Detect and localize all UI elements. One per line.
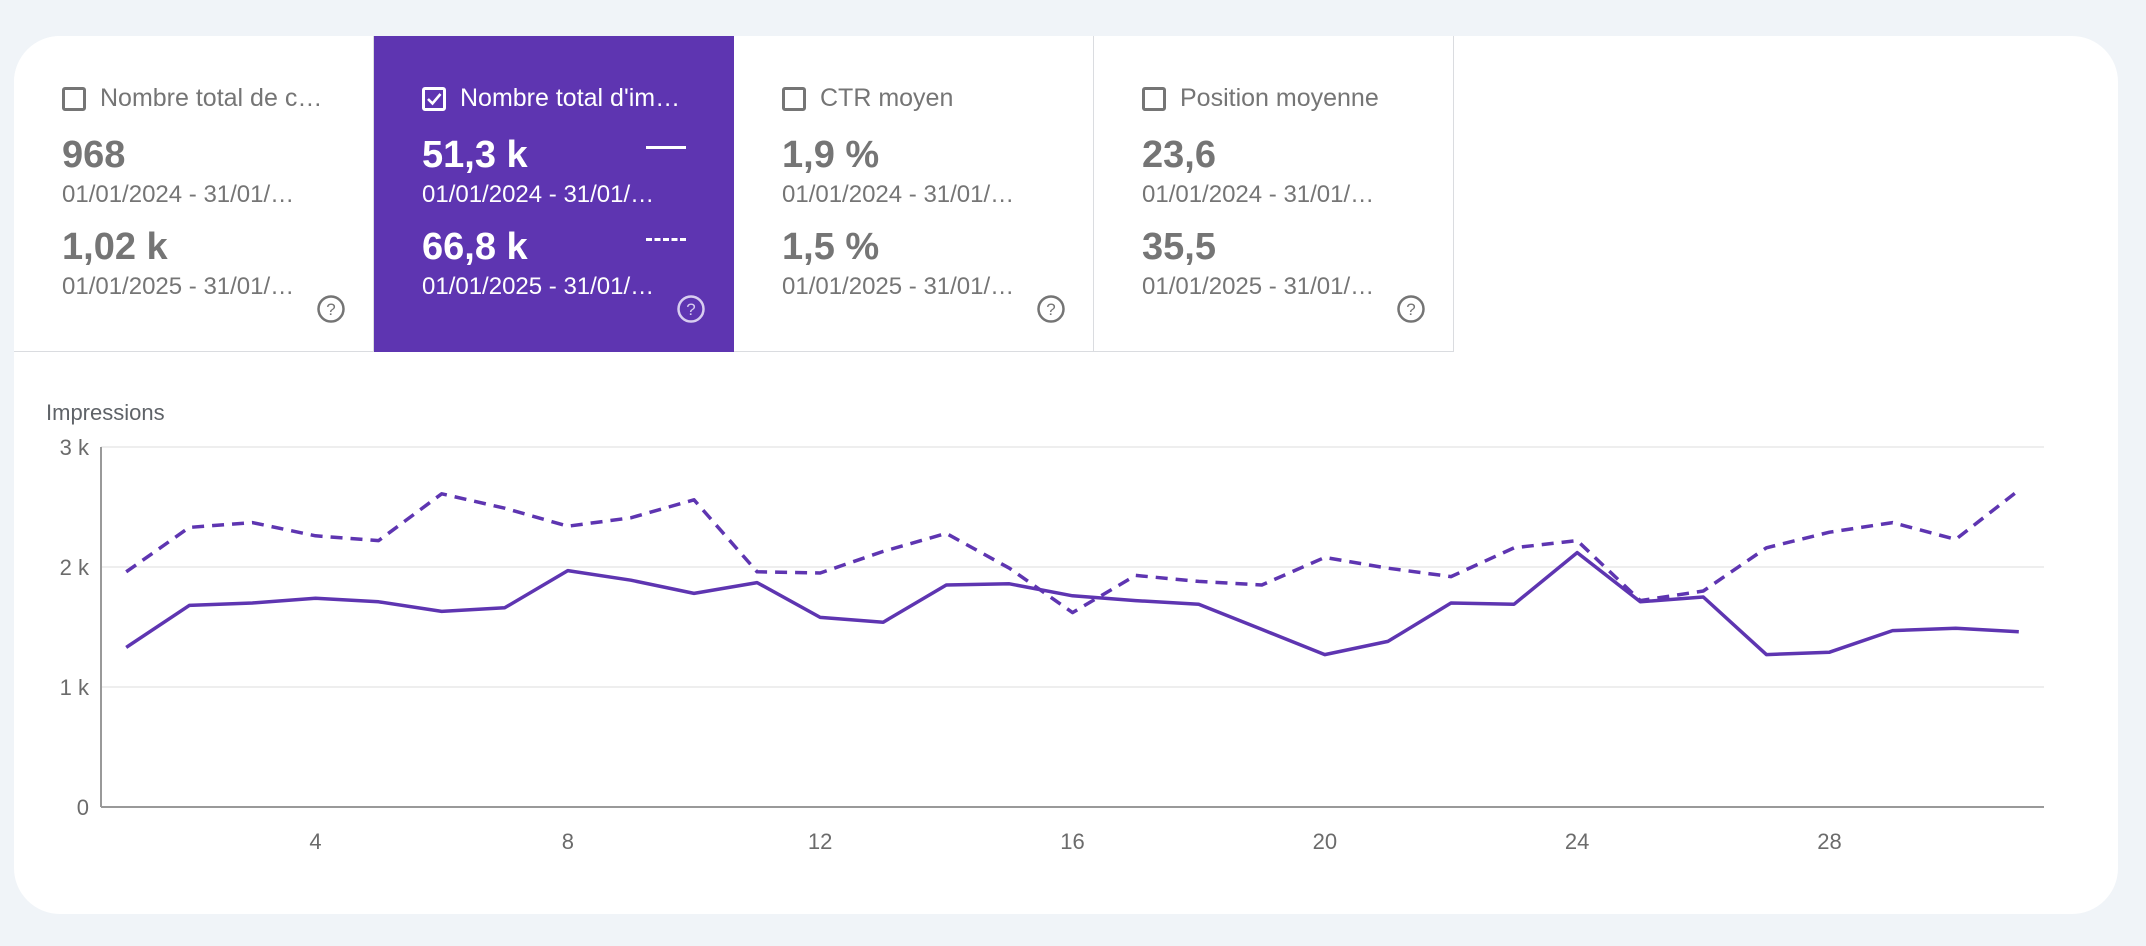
impressions-checkbox[interactable] xyxy=(422,86,446,111)
x-tick-label: 24 xyxy=(1565,829,1589,854)
svg-text:?: ? xyxy=(686,300,695,319)
x-tick-label: 12 xyxy=(808,829,832,854)
series-line-2025 xyxy=(125,488,2020,615)
metric-tile-clicks[interactable]: Nombre total de c… 968 01/01/2024 - 31/0… xyxy=(14,36,374,352)
svg-text:?: ? xyxy=(326,300,335,319)
metric-value-2024: 23,6 xyxy=(1142,134,1216,176)
x-tick-label: 20 xyxy=(1313,829,1337,854)
metric-value-2025: 1,5 % xyxy=(782,226,880,268)
svg-text:?: ? xyxy=(1046,300,1055,319)
y-tick-label: 2 k xyxy=(60,555,90,580)
metric-tile-ctr[interactable]: CTR moyen 1,9 % 01/01/2024 - 31/01/… 1,5… xyxy=(734,36,1094,352)
impressions-chart: 0 1 k 2 k 3 k 4 8 12 16 20 24 28 xyxy=(60,435,2044,854)
x-tick-label: 16 xyxy=(1060,829,1084,854)
metric-value-2024: 968 xyxy=(62,134,126,176)
chart-y-axis-title: Impressions xyxy=(46,400,165,425)
metric-value-2024: 1,9 % xyxy=(782,134,880,176)
y-tick-label: 3 k xyxy=(60,435,90,460)
metric-tile-impressions[interactable]: Nombre total d'im… 51,3 k 01/01/2024 - 3… xyxy=(374,36,734,352)
metric-tile-position[interactable]: Position moyenne 23,6 01/01/2024 - 31/01… xyxy=(1094,36,1454,352)
performance-card: Nombre total de c… 968 01/01/2024 - 31/0… xyxy=(14,36,2118,914)
y-tick-label: 0 xyxy=(77,795,89,820)
metric-value-2024: 51,3 k xyxy=(422,134,528,176)
svg-text:?: ? xyxy=(1406,300,1415,319)
metric-value-2025: 1,02 k xyxy=(62,226,168,268)
help-circle-icon[interactable]: ? xyxy=(316,294,346,324)
help-circle-icon[interactable]: ? xyxy=(1036,294,1066,324)
metric-tiles: Nombre total de c… 968 01/01/2024 - 31/0… xyxy=(14,36,1454,352)
clicks-checkbox[interactable] xyxy=(62,86,86,111)
series-line-2024 xyxy=(125,550,2019,657)
metric-value-2025: 66,8 k xyxy=(422,226,528,268)
check-icon xyxy=(427,92,442,105)
help-circle-icon[interactable]: ? xyxy=(1396,294,1426,324)
x-tick-label: 4 xyxy=(309,829,321,854)
help-circle-icon[interactable]: ? xyxy=(676,294,706,324)
y-tick-label: 1 k xyxy=(60,675,90,700)
x-tick-label: 8 xyxy=(562,829,574,854)
solid-line-legend-icon xyxy=(646,146,686,149)
ctr-checkbox[interactable] xyxy=(782,86,806,111)
dashed-line-legend-icon xyxy=(646,238,686,241)
x-tick-label: 28 xyxy=(1817,829,1841,854)
metric-value-2025: 35,5 xyxy=(1142,226,1216,268)
position-checkbox[interactable] xyxy=(1142,86,1166,111)
